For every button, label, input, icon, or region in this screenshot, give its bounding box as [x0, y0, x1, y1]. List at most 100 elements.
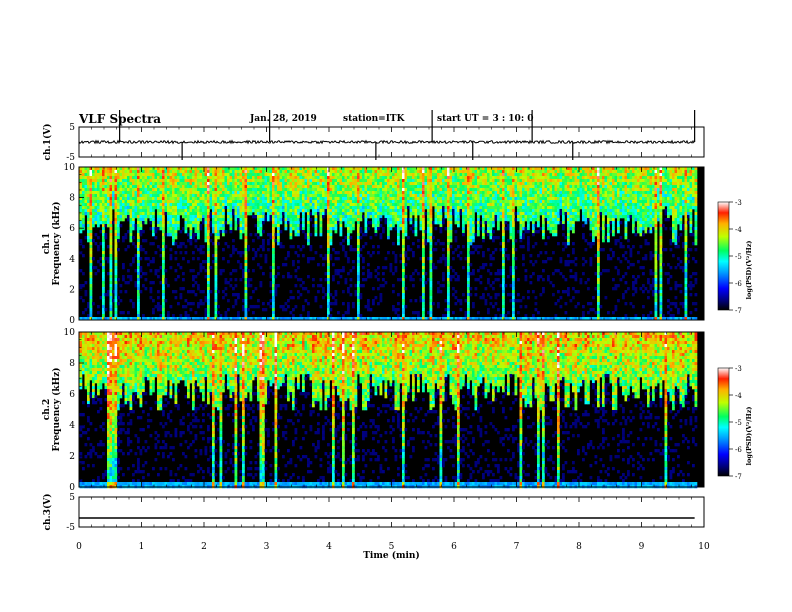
- psd-cell: [92, 206, 95, 210]
- psd-cell: [429, 263, 433, 267]
- psd-cell: [184, 197, 188, 201]
- psd-cell: [162, 170, 165, 174]
- psd-cell: [152, 179, 155, 183]
- psd-cell: [309, 212, 313, 216]
- psd-cell: [334, 299, 338, 303]
- psd-cell: [132, 221, 135, 225]
- psd-cell: [269, 188, 273, 192]
- psd-cell: [174, 170, 178, 174]
- psd-cell: [264, 188, 268, 192]
- psd-cell: [222, 290, 225, 294]
- psd-cell: [214, 311, 218, 315]
- psd-cell: [212, 209, 215, 213]
- psd-cell: [387, 224, 390, 228]
- psd-cell: [329, 242, 333, 246]
- psd-cell: [362, 176, 365, 180]
- psd-cell: [417, 167, 420, 171]
- psd-cell: [87, 302, 90, 306]
- psd-cell: [147, 317, 150, 321]
- psd-cell: [369, 182, 373, 186]
- psd-cell: [497, 206, 500, 210]
- psd-cell: [357, 218, 360, 222]
- psd-cell: [394, 215, 398, 219]
- psd-cell: [284, 197, 288, 201]
- psd-cell: [287, 182, 290, 186]
- psd-cell: [357, 269, 360, 273]
- psd-cell: [82, 227, 85, 231]
- psd-cell: [474, 287, 478, 291]
- psd-cell: [337, 257, 340, 261]
- psd-cell: [197, 230, 200, 234]
- psd-cell: [102, 317, 105, 321]
- psd-cell: [342, 314, 345, 318]
- psd-cell: [172, 197, 175, 201]
- psd-cell: [457, 176, 460, 180]
- psd-cell: [197, 317, 200, 321]
- psd-cell: [329, 293, 333, 297]
- psd-cell: [334, 194, 338, 198]
- psd-cell: [192, 206, 195, 210]
- psd-cell: [377, 302, 380, 306]
- psd-cell: [472, 194, 475, 198]
- psd-cell: [492, 191, 495, 195]
- psd-cell: [497, 179, 500, 183]
- psd-cell: [247, 176, 250, 180]
- psd-cell: [219, 173, 223, 177]
- psd-cell: [374, 269, 378, 273]
- psd-cell: [369, 185, 373, 189]
- psd-cell: [124, 170, 128, 174]
- psd-cell: [357, 308, 360, 312]
- psd-cell: [422, 317, 425, 321]
- psd-cell: [249, 179, 253, 183]
- psd-cell: [107, 290, 110, 294]
- psd-cell: [367, 194, 370, 198]
- psd-cell: [297, 227, 300, 231]
- psd-cell: [84, 209, 88, 213]
- psd-cell: [297, 167, 300, 171]
- psd-cell: [102, 293, 105, 297]
- psd-cell: [227, 173, 230, 177]
- psd-cell: [442, 257, 445, 261]
- psd-cell: [327, 284, 330, 288]
- psd-cell: [219, 191, 223, 195]
- psd-cell: [169, 305, 173, 309]
- psd-cell: [187, 170, 190, 174]
- psd-cell: [404, 287, 408, 291]
- psd-cell: [367, 263, 370, 267]
- psd-cell: [147, 215, 150, 219]
- psd-cell: [267, 194, 270, 198]
- psd-cell: [327, 221, 330, 225]
- psd-cell: [117, 221, 120, 225]
- psd-cell: [444, 317, 448, 321]
- psd-cell: [102, 167, 105, 171]
- psd-cell: [304, 170, 308, 174]
- psd-cell: [204, 176, 208, 180]
- psd-cell: [402, 299, 405, 303]
- psd-cell: [467, 302, 470, 306]
- psd-cell: [502, 287, 505, 291]
- psd-cell: [322, 200, 325, 204]
- psd-cell: [329, 233, 333, 237]
- psd-cell: [444, 263, 448, 267]
- psd-cell: [347, 260, 350, 264]
- psd-cell: [272, 170, 275, 174]
- psd-cell: [99, 296, 103, 300]
- psd-cell: [187, 209, 190, 213]
- psd-cell: [357, 275, 360, 279]
- psd-cell: [82, 209, 85, 213]
- psd-cell: [449, 278, 453, 282]
- psd-cell: [92, 197, 95, 201]
- psd-cell: [189, 215, 193, 219]
- psd-cell: [449, 275, 453, 279]
- psd-cell: [109, 314, 113, 318]
- psd-cell: [374, 206, 378, 210]
- psd-cell: [184, 173, 188, 177]
- psd-cell: [447, 296, 450, 300]
- psd-cell: [217, 230, 220, 234]
- psd-cell: [102, 278, 105, 282]
- psd-cell: [207, 173, 210, 177]
- psd-cell: [274, 212, 278, 216]
- psd-cell: [324, 272, 328, 276]
- psd-cell: [292, 197, 295, 201]
- psd-cell: [502, 200, 505, 204]
